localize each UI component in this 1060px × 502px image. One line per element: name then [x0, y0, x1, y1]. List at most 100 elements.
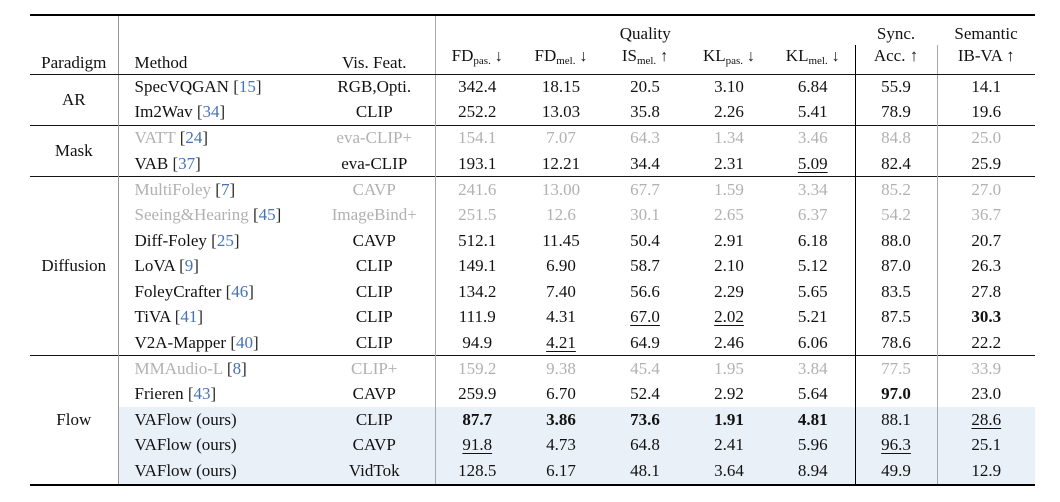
metric-cell: 33.9	[936, 355, 1036, 382]
metric-cell: 55.9	[854, 73, 938, 100]
metric-value: 5.64	[797, 384, 828, 404]
metric-cell: 2.29	[687, 279, 771, 305]
metric-cell: 67.7	[603, 175, 687, 202]
metric-cell: 30.3	[936, 304, 1036, 330]
metric-value: 88.1	[881, 409, 911, 429]
metric-cell: 252.2	[435, 100, 519, 126]
metric-value: 11.45	[542, 230, 580, 250]
metric-cell: 87.5	[854, 304, 938, 330]
metric-cell: 5.21	[771, 304, 855, 330]
metric-value: 20.7	[971, 230, 1002, 250]
citation-link[interactable]: 43	[193, 384, 211, 404]
metric-cell: 2.02	[687, 304, 771, 330]
metric-cell: 8.94	[771, 457, 856, 484]
col-header-fd-mel: FDmel. ↓	[519, 45, 603, 75]
vis-feat-cell: CLIP	[314, 304, 436, 330]
method-cell: TiVA [41]	[118, 304, 314, 330]
metric-value: 22.2	[971, 332, 1002, 352]
method-name: VAFlow (ours)	[134, 435, 237, 455]
citation-link[interactable]: 8	[232, 358, 242, 378]
metric-value: 85.2	[881, 179, 911, 199]
metric-cell: 27.0	[936, 175, 1036, 202]
metric-cell: 19.6	[936, 99, 1036, 126]
metric-cell: 25.1	[936, 432, 1036, 458]
metric-cell: 2.26	[687, 100, 771, 126]
table-row: VAB [37] eva-CLIP 193.1 12.21 34.4 2.31 5.09 82…	[30, 150, 1036, 177]
method-cell: V2A-Mapper [40]	[118, 330, 314, 356]
citation-link[interactable]: 7	[220, 179, 230, 199]
metric-value: 34.4	[630, 153, 660, 173]
table-row: VAFlow (ours) CAVP 91.8 4.73 64.8 2.41 5.96 96.…	[30, 432, 1036, 458]
metric-value: 134.2	[458, 281, 497, 301]
metric-cell: 2.92	[687, 381, 771, 407]
metric-cell: 12.21	[519, 151, 603, 177]
metric-value: 87.7	[462, 409, 493, 429]
metric-cell: 149.1	[435, 253, 519, 279]
metric-cell: 23.0	[936, 381, 1036, 407]
metric-cell: 3.10	[687, 73, 771, 100]
method-name: SpecVQGAN	[134, 77, 229, 97]
metric-cell: 78.6	[854, 329, 938, 356]
vis-feat-cell: CLIP	[314, 406, 436, 433]
metric-value: 87.5	[881, 307, 911, 327]
metric-value: 25.1	[971, 435, 1002, 455]
citation-link[interactable]: 41	[180, 307, 198, 327]
metric-value: 13.00	[541, 179, 581, 199]
method-name: Frieren	[134, 384, 184, 404]
metric-value: 12.6	[546, 204, 576, 224]
method-name: MMAudio-L	[134, 358, 223, 378]
method-cell: MultiFoley [7]	[118, 175, 314, 202]
metric-value: 111.9	[458, 307, 496, 327]
table-row: Seeing&Hearing [45] ImageBind+ 251.5 12.6 30…	[30, 201, 1036, 228]
col-header-fd-pas: FDpas. ↓	[435, 45, 519, 75]
metric-value: 12.9	[971, 460, 1002, 480]
metric-value: 6.84	[797, 77, 828, 97]
citation-link[interactable]: 46	[231, 281, 249, 301]
vis-feat-cell: RGB,Opti.	[314, 73, 436, 100]
method-name: Seeing&Hearing	[134, 204, 249, 224]
metric-cell: 48.1	[603, 457, 687, 484]
vis-feat-cell: CLIP+	[314, 355, 436, 382]
table-row: Flow MMAudio-L [8] CLIP+ 159.2 9.38 45.4 1.95 3…	[30, 355, 1036, 484]
citation-link[interactable]: 9	[184, 256, 194, 276]
metric-cell: 97.0	[854, 381, 938, 407]
metric-value: 49.9	[881, 460, 911, 480]
metric-value: 52.4	[630, 384, 660, 404]
metric-cell: 2.65	[687, 202, 771, 228]
metric-cell: 73.6	[603, 406, 687, 433]
citation-link[interactable]: 24	[185, 128, 203, 148]
metric-value: 97.0	[881, 384, 911, 404]
metric-value: 35.8	[630, 102, 660, 122]
method-cell: VAB [37]	[118, 151, 314, 177]
citation-bracket: [	[179, 256, 185, 276]
method-cell: Seeing&Hearing [45]	[118, 202, 314, 228]
citation-link[interactable]: 37	[178, 153, 196, 173]
citation-link[interactable]: 45	[258, 204, 276, 224]
citation-link[interactable]: 34	[202, 102, 220, 122]
vis-feat-cell: CLIP	[314, 253, 436, 279]
metric-value: 6.90	[546, 256, 576, 276]
method-cell: LoVA [9]	[118, 253, 314, 279]
metric-cell: 20.5	[603, 73, 687, 100]
metric-cell: 6.06	[771, 330, 855, 356]
citation-link[interactable]: 25	[216, 230, 234, 250]
metric-cell: 159.2	[435, 355, 519, 382]
table-row: Mask VATT [24] eva-CLIP+ 154.1 7.07 64.3 1.34 3…	[30, 124, 1036, 177]
metric-value: 2.31	[714, 153, 744, 173]
metric-cell: 64.8	[603, 432, 687, 458]
metric-value: 19.6	[971, 102, 1002, 122]
metric-value: 1.59	[714, 179, 744, 199]
metric-cell: 88.1	[854, 406, 938, 433]
citation-link[interactable]: 15	[238, 77, 256, 97]
metric-value: 1.91	[714, 409, 744, 429]
metric-value: 4.73	[546, 435, 576, 455]
col-header-is-mel: ISmel. ↑	[603, 45, 687, 75]
metric-cell: 12.9	[936, 457, 1036, 484]
metric-cell: 12.6	[519, 202, 603, 228]
method-cell: VAFlow (ours)	[118, 406, 314, 433]
citation-link[interactable]: 40	[236, 332, 254, 352]
metric-value: 30.1	[630, 204, 660, 224]
citation-bracket: [	[233, 77, 239, 97]
metric-value: 5.09	[797, 153, 828, 173]
vis-feat-cell: CLIP	[314, 99, 436, 126]
